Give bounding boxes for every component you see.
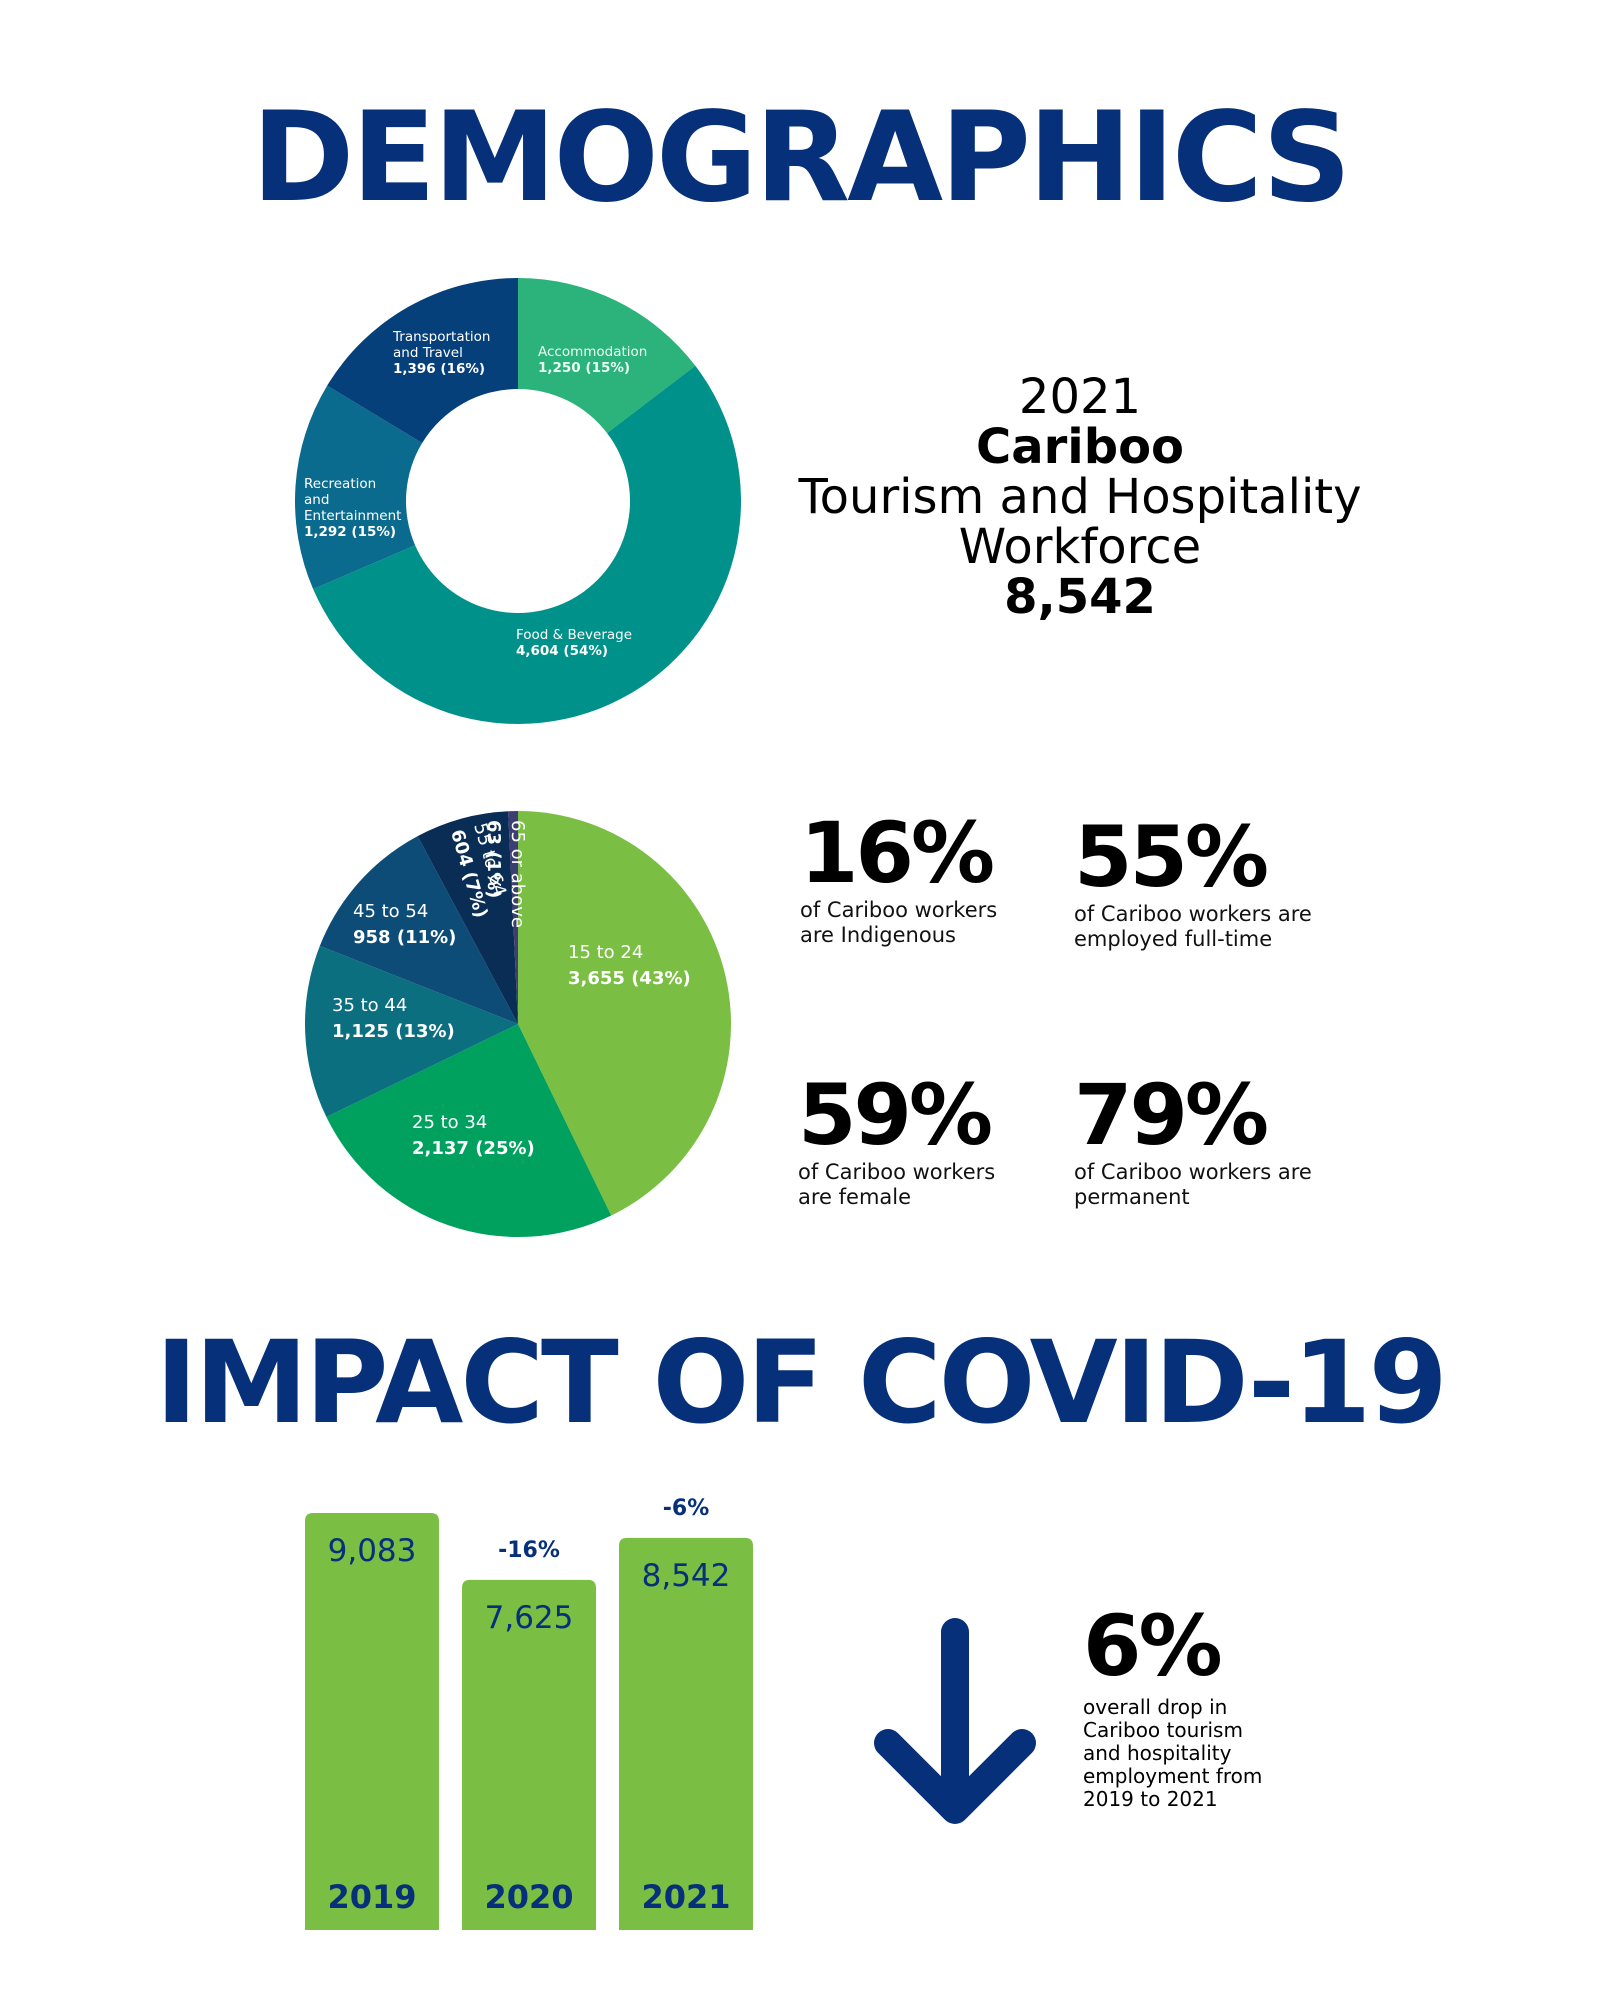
stat-full-time-percent: 55% bbox=[1074, 808, 1269, 906]
pie-slice-65-or-above bbox=[508, 811, 518, 1024]
donut-label-accommodation: Accommodation 1,250 (15%) bbox=[538, 344, 647, 376]
bar-category-2020: 2020 bbox=[484, 1878, 573, 1916]
donut-slice-accommodation bbox=[518, 278, 696, 434]
workforce-total: 8,542 bbox=[1004, 569, 1156, 625]
pie-slice-15-to-24 bbox=[518, 811, 731, 1216]
bar-2019 bbox=[305, 1513, 439, 1930]
workforce-year: 2021 bbox=[1018, 369, 1142, 425]
donut-slice-food-beverage bbox=[313, 365, 741, 724]
overall-drop: 6% overall drop in Cariboo tourism and h… bbox=[1083, 1600, 1283, 1811]
stat-indigenous-percent: 16% bbox=[800, 804, 995, 902]
stat-female: 59% of Cariboo workers are female bbox=[798, 1070, 1013, 1210]
pie-label-15-to-24: 15 to 24 3,655 (43%) bbox=[568, 942, 691, 989]
overall-drop-percent: 6% bbox=[1083, 1597, 1223, 1695]
donut-label-food-beverage: Food & Beverage 4,604 (54%) bbox=[516, 627, 632, 659]
donut-slice-transportation bbox=[327, 278, 518, 444]
overall-drop-desc: overall drop in Cariboo tourism and hosp… bbox=[1083, 1695, 1263, 1811]
pie-label-65-or-above: 65 or above63 (1%) bbox=[483, 820, 528, 928]
stat-permanent: 79% of Cariboo workers are permanent bbox=[1074, 1070, 1324, 1210]
bar-change-2020: -16% bbox=[498, 1538, 560, 1563]
bar-value-2021: 8,542 bbox=[642, 1558, 731, 1594]
donut-label-recreation: Recreation and Entertainment 1,292 (15%) bbox=[304, 476, 401, 540]
stat-female-desc: of Cariboo workers are female bbox=[798, 1160, 996, 1209]
bar-value-2019: 9,083 bbox=[328, 1533, 417, 1569]
donut-slice-recreation bbox=[295, 385, 423, 590]
pie-label-25-to-34: 25 to 34 2,137 (25%) bbox=[412, 1112, 535, 1159]
demographics-heading: DEMOGRAPHICS bbox=[251, 86, 1351, 230]
bar-2021 bbox=[619, 1537, 753, 1930]
stat-indigenous: 16% of Cariboo workers are Indigenous bbox=[800, 808, 1000, 948]
down-arrow-icon bbox=[870, 1618, 1040, 1830]
bar-change-2021: -6% bbox=[663, 1496, 709, 1521]
bar-2020 bbox=[462, 1579, 596, 1930]
workforce-region: Cariboo bbox=[975, 419, 1185, 475]
pie-slice-55-to-64 bbox=[417, 811, 518, 1024]
workforce-label-line2: Workforce bbox=[958, 519, 1202, 575]
stat-permanent-percent: 79% bbox=[1074, 1066, 1269, 1164]
pie-slice-25-to-34 bbox=[326, 1024, 612, 1237]
svg-text:65 or above63 (1%): 65 or above63 (1%) bbox=[483, 820, 528, 928]
bar-category-2021: 2021 bbox=[641, 1878, 730, 1916]
stat-full-time-desc: of Cariboo workers are employed full-tim… bbox=[1074, 902, 1312, 951]
pie-label-35-to-44: 35 to 44 1,125 (13%) bbox=[332, 995, 455, 1042]
stat-female-percent: 59% bbox=[798, 1066, 993, 1164]
bar-category-2019: 2019 bbox=[327, 1878, 416, 1916]
stat-permanent-desc: of Cariboo workers are permanent bbox=[1074, 1160, 1312, 1209]
donut-label-transportation: Transportation and Travel 1,396 (16%) bbox=[392, 329, 490, 377]
pie-slice-45-to-54 bbox=[319, 836, 518, 1024]
stat-full-time: 55% of Cariboo workers are employed full… bbox=[1074, 812, 1314, 952]
stat-indigenous-desc: of Cariboo workers are Indigenous bbox=[800, 898, 998, 947]
pie-label-45-to-54: 45 to 54 958 (11%) bbox=[353, 901, 456, 948]
workforce-label-line1: Tourism and Hospitality bbox=[798, 469, 1362, 525]
covid-heading: IMPACT OF COVID-19 bbox=[155, 1316, 1448, 1449]
workforce-summary: 2021 Cariboo Tourism and Hospitality Wor… bbox=[780, 372, 1380, 622]
pie-slice-35-to-44 bbox=[304, 945, 518, 1118]
bar-value-2020: 7,625 bbox=[485, 1600, 574, 1636]
